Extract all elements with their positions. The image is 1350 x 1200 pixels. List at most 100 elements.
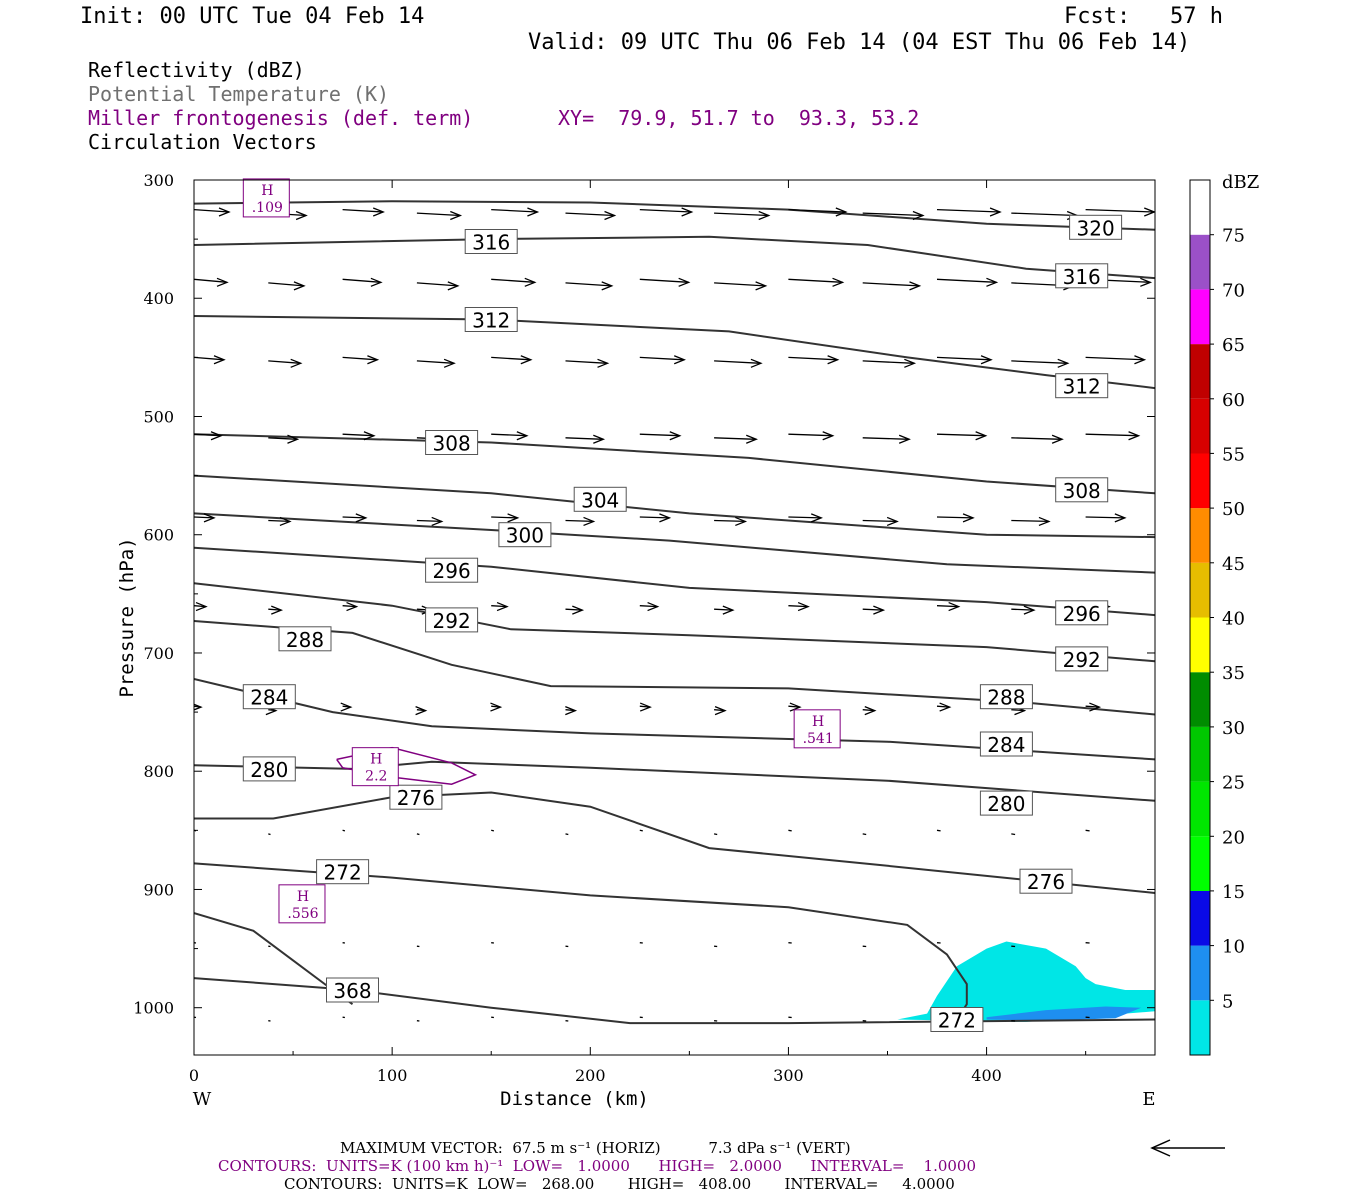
vector-arrowhead (647, 601, 660, 612)
circulation-vector (565, 282, 612, 287)
x-tick-label: 0 (189, 1066, 199, 1085)
miller-high-value: .109 (252, 200, 283, 216)
y-tick-label: 600 (143, 526, 174, 545)
y-tick-label: 300 (143, 171, 174, 190)
east-label: E (1142, 1089, 1155, 1110)
theta-label-276: 276 (1019, 868, 1073, 894)
circulation-vector (936, 516, 974, 519)
vector-arrowhead (714, 706, 727, 716)
circulation-vector (268, 282, 304, 287)
vector-arrowhead (524, 277, 537, 287)
vector-arrowhead (980, 355, 993, 365)
theta-label-box (242, 756, 296, 782)
theta-label-box (389, 784, 443, 810)
circulation-vector (714, 608, 733, 611)
theta-contour-292 (194, 582, 1155, 663)
y-tick-label: 700 (143, 644, 174, 663)
circulation-vector (1011, 519, 1049, 523)
circulation-vector (1011, 833, 1016, 836)
vector-arrowhead (1089, 702, 1102, 712)
miller-high-box (278, 884, 326, 924)
vector-arrowhead (443, 358, 456, 368)
circulation-vector (1085, 705, 1100, 708)
circulation-vector (565, 608, 583, 611)
vector-arrowhead (516, 431, 529, 441)
circulation-vector (268, 519, 290, 523)
circulation-vector (713, 833, 718, 836)
circulation-vector (342, 356, 378, 361)
vector-arrowhead (898, 434, 911, 444)
theta-label-box (1055, 646, 1109, 672)
theta-label-text: 292 (1063, 648, 1101, 672)
miller-high-value: .541 (803, 731, 834, 747)
miller-high-letter: H (812, 714, 824, 730)
theta-label-box (979, 790, 1033, 816)
vector-arrowhead (355, 513, 368, 523)
theta-label-308: 308 (1055, 477, 1109, 503)
circulation-vector (639, 829, 643, 832)
colorbar-box (1190, 890, 1210, 946)
theta-label-box (573, 486, 627, 512)
vector-arrowhead (604, 210, 617, 221)
vector-arrowhead (520, 355, 533, 365)
theta-label-box (930, 1007, 984, 1032)
vector-arrowhead (490, 702, 503, 712)
vector-arrowhead (370, 277, 383, 287)
circulation-vector (565, 437, 604, 440)
miller-high-box (793, 709, 841, 749)
x-tick-label: 400 (971, 1066, 1002, 1085)
vector-arrowhead (909, 281, 922, 291)
vector-arrowhead (1023, 605, 1036, 615)
theta-label-box (278, 626, 332, 652)
circulation-vector (714, 519, 746, 523)
theta-label-text: 280 (987, 792, 1025, 816)
theta-label-text: 320 (1077, 216, 1115, 240)
theta-label-text: 288 (987, 686, 1025, 710)
circulation-vector (268, 833, 271, 836)
circulation-vector (416, 360, 455, 364)
colorbar-box (1190, 289, 1210, 345)
circulation-vector (565, 212, 615, 217)
theta-label-312: 312 (464, 307, 518, 333)
circulation-vector (714, 437, 757, 440)
vector-arrowhead (962, 513, 975, 523)
circulation-vector (788, 433, 833, 437)
theta-label-box (464, 229, 518, 254)
circulation-vector (342, 829, 346, 832)
vector-arrowhead (527, 207, 540, 217)
contour-label-layer: 320 316 316 312 312 308 308 304 300 296 296 292 292 2… (242, 178, 1123, 1033)
colorbar-tick-label: 30 (1222, 718, 1245, 739)
theta-label-text: 296 (1063, 602, 1101, 626)
vector-arrowhead (218, 207, 231, 217)
miller-high-label: H2.2 (351, 747, 399, 787)
forecast-hour: Fcst: 57 h (1064, 4, 1223, 29)
y-tick-label: 400 (143, 289, 174, 308)
vector-arrowhead (195, 601, 208, 612)
circulation-vector (936, 605, 959, 608)
colorbar-box (1190, 234, 1210, 290)
circulation-vector (936, 278, 997, 283)
vector-arrowhead (295, 210, 308, 221)
theta-contour-276 (194, 791, 1155, 894)
circulation-vector (416, 212, 461, 217)
theta-label-box (1055, 477, 1109, 503)
circulation-vector (1085, 433, 1139, 437)
vector-layer (194, 207, 1155, 1022)
circulation-vector (342, 208, 384, 213)
valid-time: Valid: 09 UTC Thu 06 Feb 14 (04 EST Thu … (528, 30, 1191, 55)
vector-arrowhead (659, 513, 672, 523)
theta-label-284: 284 (242, 684, 296, 710)
theta-label-text: 368 (333, 979, 371, 1003)
circulation-vector (194, 208, 230, 213)
vector-arrowhead (886, 516, 899, 527)
reflectivity-fill-layer (897, 941, 1155, 1022)
vector-arrowhead (216, 277, 229, 287)
colorbar-tick-label: 15 (1222, 882, 1245, 903)
x-tick-label: 300 (773, 1066, 804, 1085)
theta-label-text: 308 (1063, 479, 1101, 503)
miller-contour (336, 746, 478, 785)
vector-arrowhead (583, 516, 596, 527)
circulation-vector (1085, 356, 1145, 361)
vector-arrowhead (572, 605, 585, 615)
miller-high-value: .556 (287, 906, 318, 922)
